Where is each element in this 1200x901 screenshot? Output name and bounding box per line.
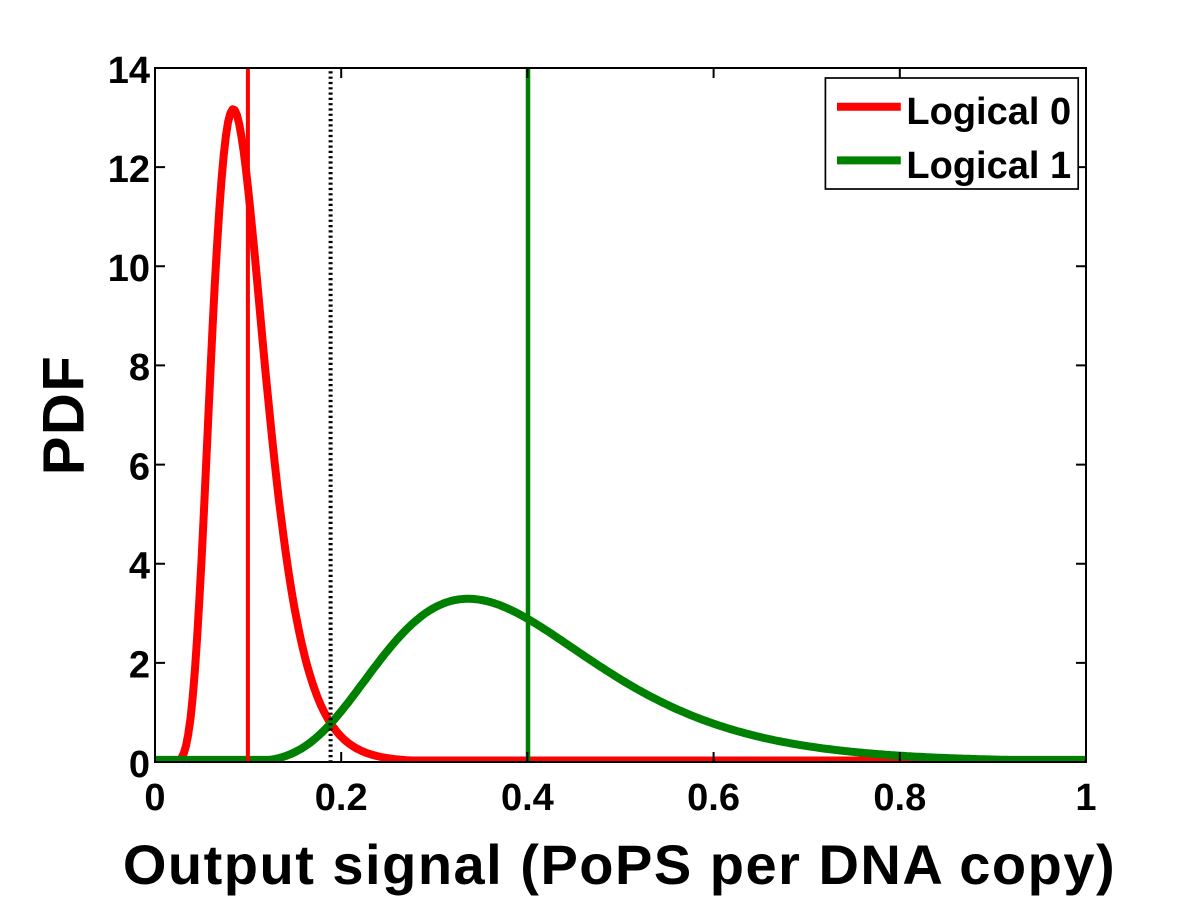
svg-text:6: 6 <box>129 446 150 488</box>
svg-text:0: 0 <box>144 777 165 819</box>
svg-text:10: 10 <box>108 248 150 290</box>
svg-text:PDF: PDF <box>31 355 96 476</box>
svg-text:Logical 0: Logical 0 <box>906 91 1071 133</box>
svg-text:0.8: 0.8 <box>873 777 926 819</box>
svg-text:14: 14 <box>108 50 150 92</box>
svg-text:Output signal (PoPS per DNA co: Output signal (PoPS per DNA copy) <box>123 833 1116 896</box>
svg-text:1: 1 <box>1075 777 1096 819</box>
svg-text:8: 8 <box>129 347 150 389</box>
svg-text:0: 0 <box>129 744 150 786</box>
svg-text:4: 4 <box>129 546 150 588</box>
svg-text:0.2: 0.2 <box>315 777 368 819</box>
svg-text:Logical 1: Logical 1 <box>906 145 1071 187</box>
svg-text:0.6: 0.6 <box>687 777 740 819</box>
svg-text:2: 2 <box>129 645 150 687</box>
svg-text:12: 12 <box>108 149 150 191</box>
svg-text:0.4: 0.4 <box>501 777 554 819</box>
